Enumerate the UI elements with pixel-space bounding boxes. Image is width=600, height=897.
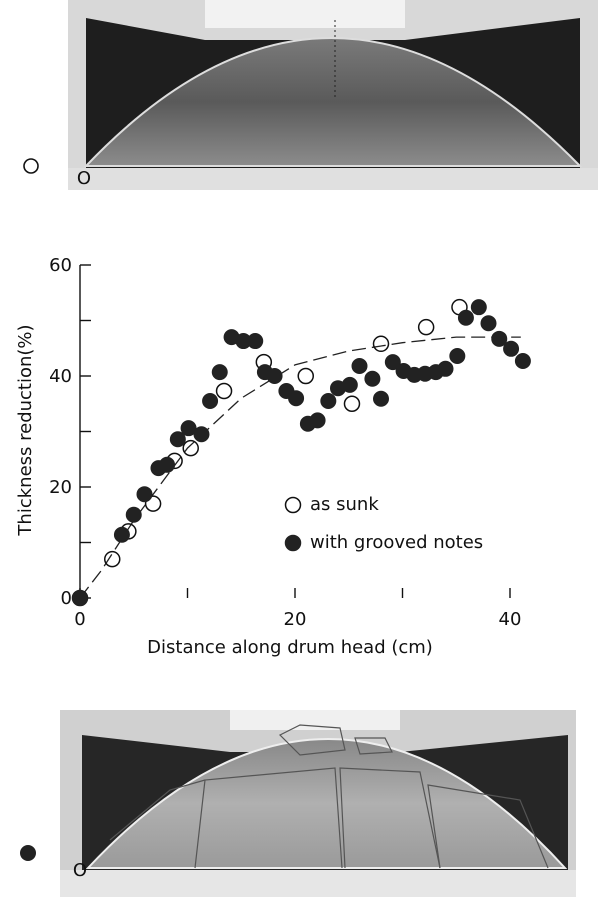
photo-label: O [77,168,91,189]
point-filled [72,590,88,606]
point-open [215,382,233,400]
point-filled [491,330,508,347]
trend-line [79,336,521,599]
y-tick-label: 60 [49,255,72,276]
point-open [144,495,162,512]
point-open [104,550,121,568]
point-open [417,318,435,336]
point-filled [320,392,337,409]
point-filled [247,333,264,350]
point-filled [449,348,466,365]
x-tick-label: 40 [499,609,522,630]
point-filled [180,420,197,437]
point-filled [193,426,210,443]
legend-marker [284,534,302,552]
legend-marker [284,496,302,514]
point-filled [457,309,474,326]
point-filled [503,340,520,357]
point-filled [211,364,228,381]
point-filled [159,456,176,473]
point-filled [341,376,358,393]
point-filled [113,526,130,543]
photo-grooved [60,710,576,897]
x-axis-label: Distance along drum head (cm) [147,637,433,658]
point-filled [514,353,531,370]
point-filled [136,486,153,503]
x-tick-label: 20 [284,609,307,630]
point-filled [288,390,305,407]
legend-label: as sunk [310,494,379,515]
point-filled [202,392,219,409]
point-open [182,439,199,457]
point-filled [373,390,389,407]
y-tick-label: 0 [61,588,72,609]
y-tick-label: 40 [49,366,72,387]
point-filled [125,506,142,523]
point-filled [437,360,454,377]
point-filled [309,412,326,429]
point-filled [169,431,186,448]
point-filled [351,358,368,375]
x-tick-label: 0 [74,609,85,630]
point-filled [480,315,497,332]
photo-as-sunk [68,0,598,190]
point-filled [470,299,487,316]
point-open [297,367,314,385]
point-open [343,395,361,412]
photo-label: O [73,860,87,881]
point-filled [266,368,283,384]
chart: Distance along drum head (cm) Thickness … [15,255,531,658]
legend-label: with grooved notes [310,532,483,553]
point-filled [364,370,381,387]
y-tick-label: 20 [49,477,72,498]
point-open [372,335,390,353]
point-filled [384,354,401,371]
y-axis-label: Thickness reduction(%) [15,324,36,536]
photo-marker-filled [20,845,36,861]
photo-marker-open [23,158,39,174]
